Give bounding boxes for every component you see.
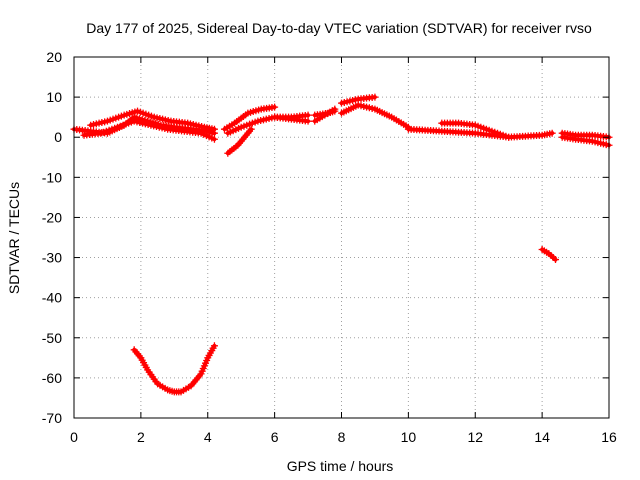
- series-arc-e: [224, 125, 255, 157]
- data-point: [210, 135, 218, 143]
- y-tick-label: -40: [42, 290, 62, 306]
- y-tick-label: -70: [42, 410, 62, 426]
- x-tick-label: 2: [137, 429, 145, 445]
- data-point: [247, 125, 255, 133]
- y-tick-label: -10: [42, 169, 62, 185]
- x-tick-label: 4: [204, 429, 212, 445]
- data-point: [371, 93, 379, 101]
- data-point: [304, 117, 312, 125]
- y-tick-label: 10: [46, 89, 62, 105]
- x-tick-label: 6: [271, 429, 279, 445]
- y-tick-label: -30: [42, 250, 62, 266]
- x-tick-label: 12: [467, 429, 483, 445]
- data-point: [210, 125, 218, 133]
- y-tick-label: -20: [42, 209, 62, 225]
- series-band-b: [80, 117, 218, 143]
- data-point: [505, 133, 513, 141]
- series-band-c: [87, 107, 218, 133]
- data-point: [271, 103, 279, 111]
- axis-ticks: 0 2 4 6 8 10 12 14 16 -70 -60 -50 -40 -30 -20 -10 0 10 20: [42, 49, 617, 445]
- y-axis-label: SDTVAR / TECUs: [6, 182, 22, 294]
- series-arc-k: [338, 93, 379, 107]
- data-point: [548, 129, 556, 137]
- series-arc-p: [538, 246, 559, 264]
- series-arc-g: [271, 111, 312, 121]
- y-tick-label: -50: [42, 330, 62, 346]
- x-tick-label: 14: [534, 429, 550, 445]
- x-tick-label: 16: [601, 429, 617, 445]
- x-axis-label: GPS time / hours: [287, 458, 394, 474]
- series-arc-j: [338, 101, 412, 131]
- chart-title: Day 177 of 2025, Sidereal Day-to-day VTE…: [86, 20, 592, 36]
- data-point: [331, 107, 339, 115]
- series-arc-d: [220, 103, 279, 133]
- data-point: [210, 342, 218, 350]
- series-arc-m: [438, 119, 513, 141]
- y-tick-label: 20: [46, 49, 62, 65]
- data-point: [552, 256, 559, 264]
- data-series: [70, 93, 613, 396]
- x-tick-label: 8: [338, 429, 346, 445]
- x-tick-label: 10: [401, 429, 417, 445]
- series-arc-i: [311, 107, 339, 119]
- y-tick-label: 0: [54, 129, 62, 145]
- series-arc-n: [558, 133, 613, 149]
- x-tick-label: 0: [70, 429, 78, 445]
- series-arc-q: [130, 342, 218, 396]
- y-tick-label: -60: [42, 370, 62, 386]
- data-point: [304, 111, 312, 119]
